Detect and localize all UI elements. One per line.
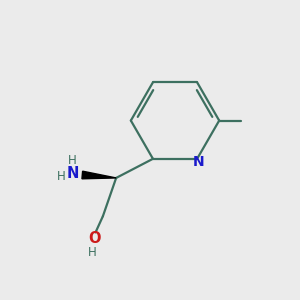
Text: N: N: [66, 166, 79, 181]
Text: H: H: [88, 246, 97, 259]
Text: H: H: [56, 170, 65, 183]
Text: O: O: [88, 231, 100, 246]
Polygon shape: [82, 171, 116, 179]
Text: N: N: [193, 155, 204, 169]
Text: H: H: [68, 154, 77, 167]
